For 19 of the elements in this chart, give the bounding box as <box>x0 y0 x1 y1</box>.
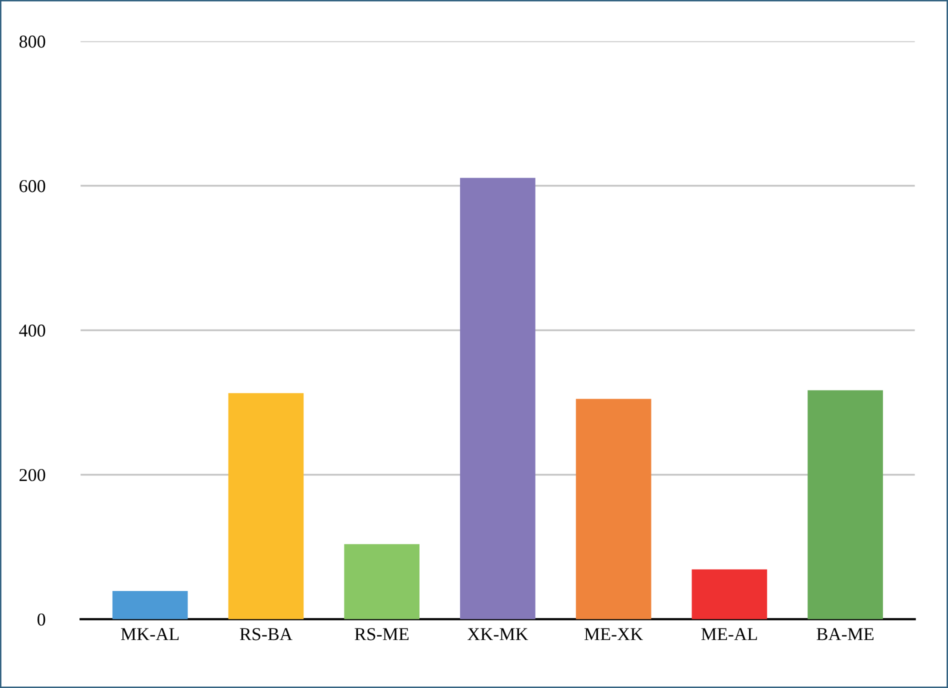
bar <box>112 591 188 620</box>
y-tick-label: 200 <box>20 468 46 482</box>
x-tick-label: BA-ME <box>816 628 874 640</box>
y-tick-label: 800 <box>19 36 46 48</box>
bar <box>228 393 304 620</box>
x-tick-label: RS-ME <box>354 628 409 640</box>
x-tick-label: ME-XK <box>584 628 643 640</box>
bar <box>460 178 536 620</box>
x-tick-label: RS-BA <box>240 628 292 640</box>
x-tick-label: ME-AL <box>701 628 757 640</box>
bar <box>576 398 652 620</box>
x-tick-label: MK-AL <box>121 628 179 640</box>
bar <box>692 569 768 620</box>
y-tick-label: 400 <box>19 324 46 337</box>
y-tick-label: 600 <box>20 180 46 192</box>
y-tick-label: 0 <box>38 613 46 626</box>
bar <box>344 544 420 620</box>
x-tick-label: XK-MK <box>468 628 528 640</box>
bar <box>808 390 883 620</box>
